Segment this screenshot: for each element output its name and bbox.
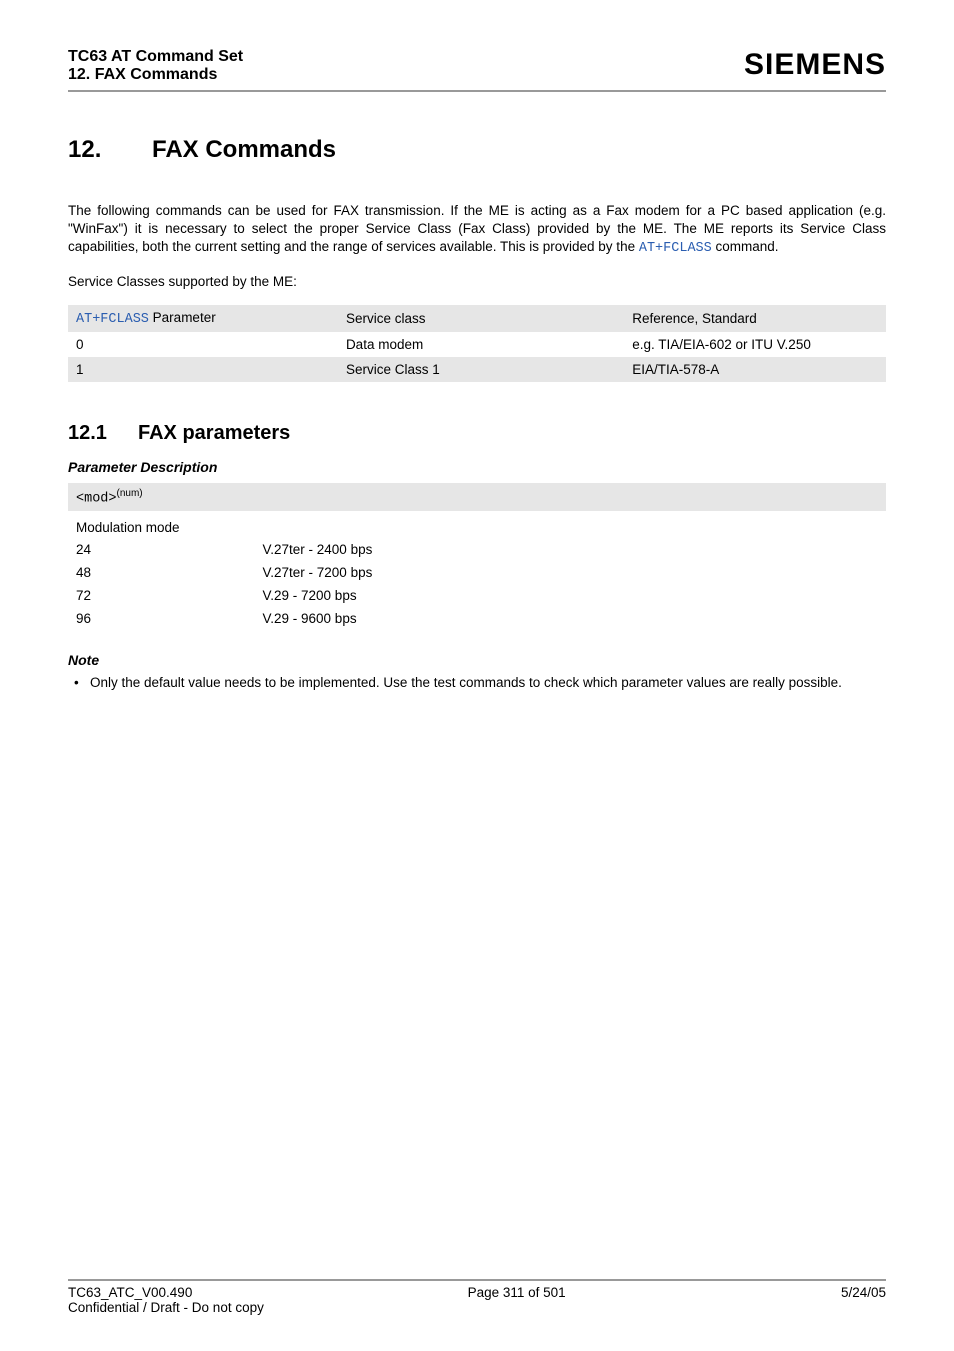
table-header-param: AT+FCLASS Parameter — [68, 305, 338, 332]
service-class-table: AT+FCLASS Parameter Service class Refere… — [68, 305, 886, 382]
footer-date: 5/24/05 — [841, 1285, 886, 1300]
section-title: FAX Commands — [152, 136, 336, 163]
note-heading: Note — [68, 652, 886, 668]
page-root: TC63 AT Command Set 12. FAX Commands SIE… — [0, 0, 954, 1351]
parameter-description-label: Parameter Description — [68, 459, 886, 475]
brand-logo-text: SIEMENS — [744, 48, 886, 82]
intro-tail: command. — [712, 239, 779, 254]
mod-key: 96 — [68, 607, 255, 630]
intro-paragraph: The following commands can be used for F… — [68, 202, 886, 259]
subsection-heading: 12.1FAX parameters — [68, 422, 886, 445]
mod-value: V.29 - 9600 bps — [255, 607, 559, 630]
table-cell-param: 0 — [68, 332, 338, 357]
footer-rule — [68, 1279, 886, 1281]
bullet-icon: • — [74, 674, 79, 692]
note-text: Only the default value needs to be imple… — [90, 675, 842, 690]
table-header-service: Service class — [338, 305, 624, 332]
table-header-param-tail: Parameter — [149, 310, 216, 325]
table-row: 96 V.29 - 9600 bps — [68, 607, 559, 630]
footer-row: TC63_ATC_V00.490 Page 311 of 501 5/24/05 — [68, 1285, 886, 1300]
note-item: • Only the default value needs to be imp… — [68, 674, 886, 692]
mod-value: V.27ter - 7200 bps — [255, 561, 559, 584]
table-header-row: AT+FCLASS Parameter Service class Refere… — [68, 305, 886, 332]
table-cell-reference: e.g. TIA/EIA-602 or ITU V.250 — [624, 332, 886, 357]
table-row: 48 V.27ter - 7200 bps — [68, 561, 559, 584]
mod-key: 24 — [68, 538, 255, 561]
table-cell-service: Data modem — [338, 332, 624, 357]
header-section-title: 12. FAX Commands — [68, 66, 243, 84]
modulation-mode-label: Modulation mode — [68, 517, 886, 538]
subsection-number: 12.1 — [68, 422, 138, 445]
table-cell-service: Service Class 1 — [338, 357, 624, 382]
section-number: 12. — [68, 136, 152, 164]
table-row: 24 V.27ter - 2400 bps — [68, 538, 559, 561]
mod-value: V.29 - 7200 bps — [255, 584, 559, 607]
footer-page-number: Page 311 of 501 — [468, 1285, 566, 1300]
table-header-reference: Reference, Standard — [624, 305, 886, 332]
table-row: 1 Service Class 1 EIA/TIA-578-A — [68, 357, 886, 382]
mod-key: 48 — [68, 561, 255, 584]
header-left: TC63 AT Command Set 12. FAX Commands — [68, 48, 243, 84]
table-cell-reference: EIA/TIA-578-A — [624, 357, 886, 382]
mod-value: V.27ter - 2400 bps — [255, 538, 559, 561]
header-product-title: TC63 AT Command Set — [68, 48, 243, 66]
footer-doc-id: TC63_ATC_V00.490 — [68, 1285, 192, 1300]
parameter-name: <mod> — [76, 491, 117, 506]
parameter-name-bar: <mod>(num) — [68, 483, 886, 512]
page-header: TC63 AT Command Set 12. FAX Commands SIE… — [68, 48, 886, 84]
table-header-code: AT+FCLASS — [76, 312, 149, 327]
section-heading: 12.FAX Commands — [68, 136, 886, 164]
supported-classes-line: Service Classes supported by the ME: — [68, 273, 886, 291]
header-rule — [68, 90, 886, 92]
table-row: 0 Data modem e.g. TIA/EIA-602 or ITU V.2… — [68, 332, 886, 357]
page-footer: TC63_ATC_V00.490 Page 311 of 501 5/24/05… — [68, 1279, 886, 1315]
subsection-title: FAX parameters — [138, 422, 290, 444]
table-cell-param: 1 — [68, 357, 338, 382]
table-row: 72 V.29 - 7200 bps — [68, 584, 559, 607]
mod-key: 72 — [68, 584, 255, 607]
parameter-superscript: (num) — [117, 488, 143, 499]
modulation-table: 24 V.27ter - 2400 bps 48 V.27ter - 7200 … — [68, 538, 559, 630]
intro-code-atfclass: AT+FCLASS — [639, 241, 712, 256]
footer-confidential: Confidential / Draft - Do not copy — [68, 1300, 886, 1315]
